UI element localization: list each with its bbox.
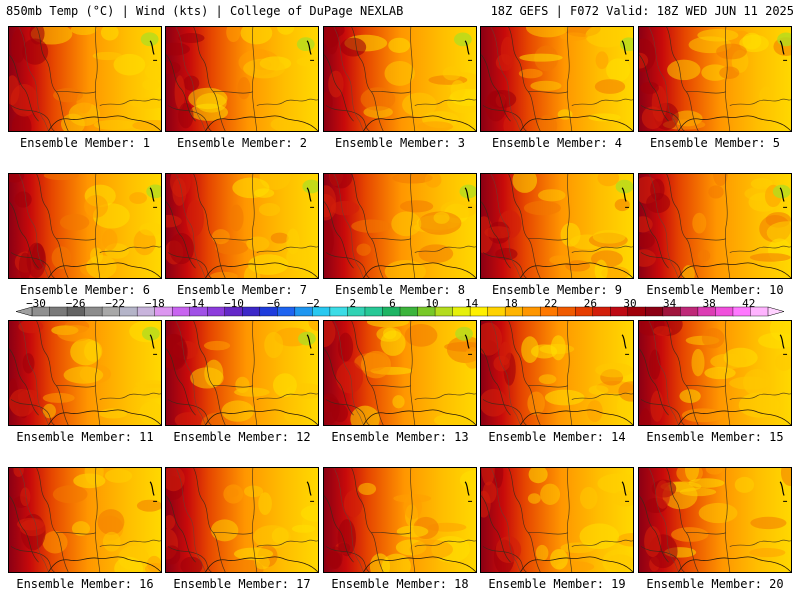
ensemble-member-label: Ensemble Member: 6	[19, 283, 151, 297]
colorbar-swatch	[680, 306, 699, 317]
ensemble-member-map	[165, 467, 319, 573]
ensemble-member-label: Ensemble Member: 9	[491, 283, 623, 297]
ensemble-member-label: Ensemble Member: 15	[646, 430, 784, 444]
ensemble-member-label: Ensemble Member: 12	[173, 430, 311, 444]
ensemble-member-map	[480, 320, 634, 426]
valid-time: 18Z GEFS | F072 Valid: 18Z WED JUN 11 20…	[490, 4, 794, 18]
temperature-field	[9, 468, 161, 572]
ensemble-member-label: Ensemble Member: 16	[16, 577, 154, 591]
temperature-field	[324, 174, 476, 278]
map-title: 850mb Temp (°C) | Wind (kts) | College o…	[6, 4, 404, 18]
colorbar-tick-label: 34	[662, 297, 677, 310]
ensemble-member-label: Ensemble Member: 18	[331, 577, 469, 591]
temperature-field	[639, 468, 791, 572]
ensemble-member-label: Ensemble Member: 4	[491, 136, 623, 150]
colorbar-swatch	[329, 306, 348, 317]
temperature-field	[324, 468, 476, 572]
colorbar-swatch	[557, 306, 576, 317]
ensemble-member-map	[638, 26, 792, 132]
ensemble-member-map	[638, 467, 792, 573]
ensemble-member-label: Ensemble Member: 19	[488, 577, 626, 591]
ensemble-member-label: Ensemble Member: 3	[334, 136, 466, 150]
colorbar-swatch	[645, 306, 664, 317]
ensemble-member-map	[638, 173, 792, 279]
ensemble-member-label: Ensemble Member: 8	[334, 283, 466, 297]
ensemble-member-map	[480, 26, 634, 132]
ensemble-member-map	[323, 467, 477, 573]
colorbar-tick-label: 6	[389, 297, 396, 310]
colorbar-tick-label: 18	[504, 297, 518, 310]
colorbar-tick-label: −18	[144, 297, 165, 310]
temperature-field	[639, 27, 791, 131]
ensemble-member-label: Ensemble Member: 17	[173, 577, 311, 591]
temperature-colorbar	[14, 297, 786, 319]
colorbar-tick-label: 30	[623, 297, 637, 310]
colorbar-swatch	[364, 306, 383, 317]
ensemble-member-map	[8, 26, 162, 132]
colorbar-tick-label: 42	[742, 297, 756, 310]
temperature-field	[481, 321, 633, 425]
colorbar-tick-label: 10	[425, 297, 439, 310]
ensemble-member-map	[480, 467, 634, 573]
colorbar-swatch	[84, 306, 103, 317]
ensemble-member-label: Ensemble Member: 10	[646, 283, 784, 297]
colorbar-swatch	[242, 306, 261, 317]
temperature-field	[481, 174, 633, 278]
ensemble-member-map	[8, 320, 162, 426]
temperature-field	[9, 27, 161, 131]
ensemble-member-label: Ensemble Member: 20	[646, 577, 784, 591]
colorbar-tick-label: −6	[266, 297, 281, 310]
colorbar-swatch	[715, 306, 734, 317]
ensemble-member-map	[323, 320, 477, 426]
colorbar-high-arrow	[767, 306, 785, 317]
colorbar-swatch	[207, 306, 226, 317]
ensemble-member-label: Ensemble Member: 1	[19, 136, 151, 150]
temperature-field	[324, 27, 476, 131]
colorbar-tick-label: 2	[349, 297, 357, 310]
ensemble-member-map	[323, 26, 477, 132]
ensemble-member-label: Ensemble Member: 11	[16, 430, 154, 444]
colorbar-swatch	[487, 306, 506, 317]
ensemble-member-map	[165, 26, 319, 132]
colorbar-swatch	[399, 306, 419, 317]
colorbar-swatch	[49, 306, 68, 317]
colorbar-tick-label: −30	[26, 297, 46, 310]
ensemble-member-map	[480, 173, 634, 279]
ensemble-member-label: Ensemble Member: 7	[176, 283, 308, 297]
colorbar-tick-label: 38	[702, 297, 716, 310]
colorbar-tick-label: −10	[224, 297, 244, 310]
colorbar-swatch	[522, 306, 541, 317]
colorbar-tick-label: −22	[105, 297, 126, 310]
colorbar-tick-label: 14	[464, 297, 479, 310]
temperature-field	[639, 174, 791, 278]
temperature-field	[166, 321, 318, 425]
ensemble-member-label: Ensemble Member: 2	[176, 136, 308, 150]
ensemble-member-map	[323, 173, 477, 279]
temperature-field	[324, 321, 476, 425]
temperature-field	[166, 174, 318, 278]
colorbar-tick-label: −14	[184, 297, 205, 310]
temperature-field	[481, 468, 633, 572]
colorbar-tick-label: 22	[544, 297, 558, 310]
ensemble-member-map	[638, 320, 792, 426]
temperature-field	[166, 468, 318, 572]
temperature-field	[9, 321, 161, 425]
colorbar-tick-label: −26	[65, 297, 86, 310]
ensemble-member-map	[8, 173, 162, 279]
colorbar-tick-label: −2	[306, 297, 320, 310]
temperature-field	[481, 27, 633, 131]
colorbar-low-arrow	[15, 306, 33, 317]
temperature-field	[166, 27, 318, 131]
ensemble-member-label: Ensemble Member: 14	[488, 430, 626, 444]
temperature-field	[9, 174, 161, 278]
temperature-field	[639, 321, 791, 425]
ensemble-member-map	[165, 173, 319, 279]
ensemble-member-map	[165, 320, 319, 426]
ensemble-member-label: Ensemble Member: 5	[649, 136, 781, 150]
colorbar-tick-label: 26	[583, 297, 598, 310]
ensemble-member-map	[8, 467, 162, 573]
ensemble-member-label: Ensemble Member: 13	[331, 430, 469, 444]
